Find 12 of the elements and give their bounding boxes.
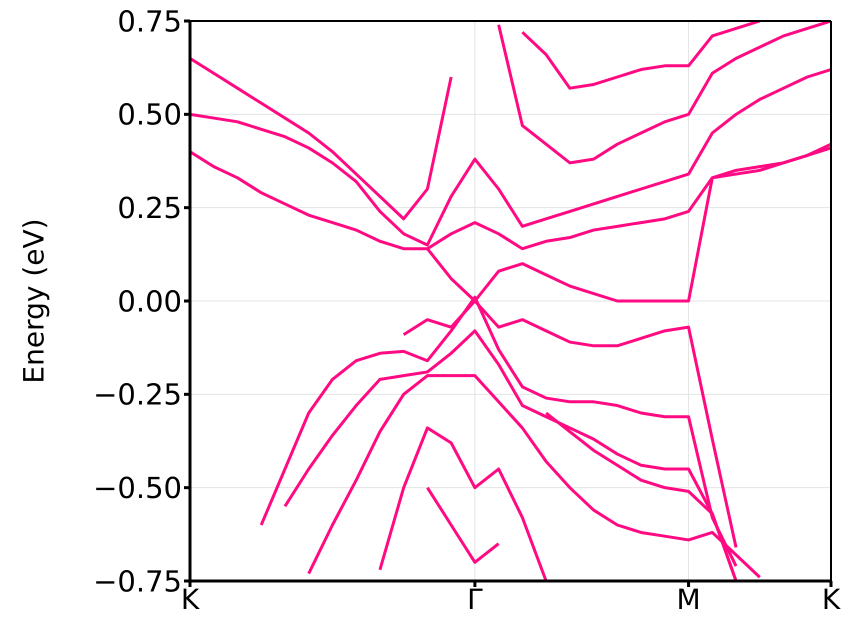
y-tick-label: −0.50: [93, 470, 182, 505]
x-tick-label: K: [822, 582, 841, 616]
y-tick-label: −0.75: [93, 564, 182, 598]
y-tick-label: 0.75: [117, 4, 182, 38]
y-tick-label: 0.00: [117, 284, 182, 318]
y-axis-title: Energy (eV): [18, 218, 50, 384]
x-tick-label: M: [676, 582, 701, 616]
y-tick-label: 0.25: [117, 190, 182, 225]
y-tick-label: −0.25: [93, 378, 182, 412]
x-tick-label: Γ: [467, 582, 484, 616]
x-tick-label: K: [180, 582, 200, 616]
y-tick-label: 0.50: [117, 98, 182, 132]
